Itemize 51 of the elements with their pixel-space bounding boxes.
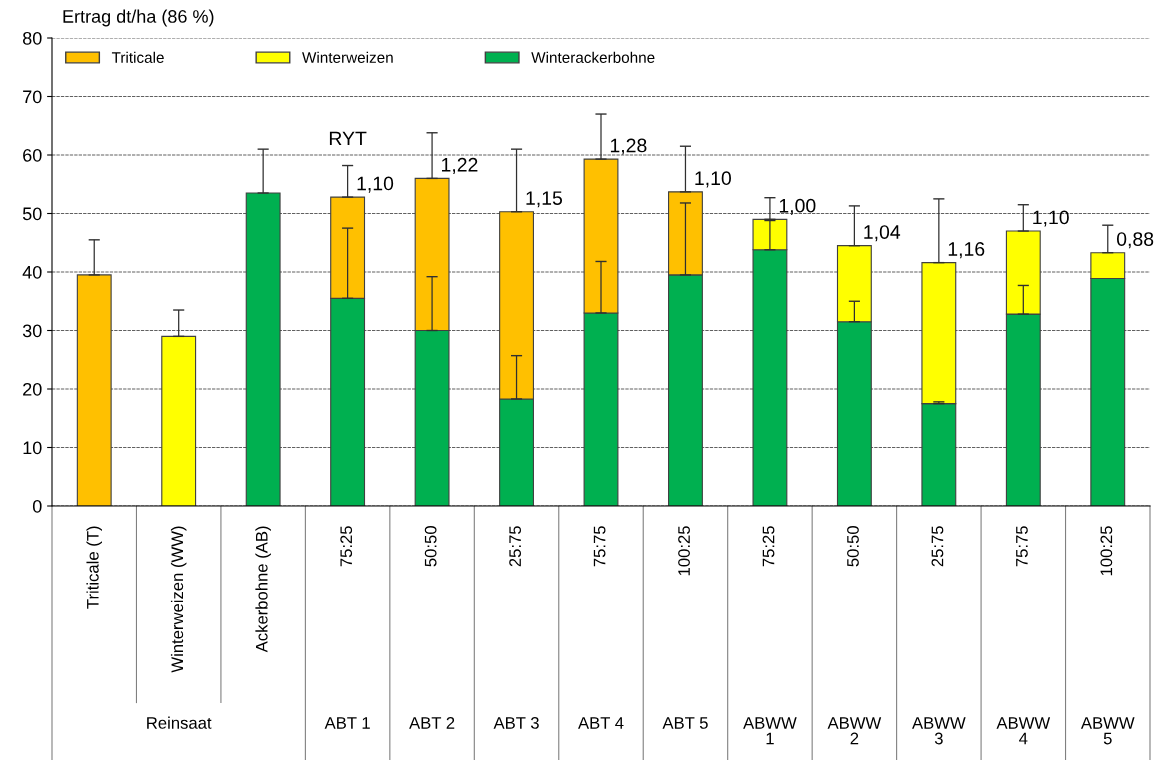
x-tick-label: 75:75 (593, 526, 606, 567)
text: Reinsaat (147, 716, 212, 729)
y-tick-label: 20 (23, 382, 42, 396)
annotation: 1,10 (357, 176, 394, 193)
y-tick-label: 50 (22, 207, 42, 221)
x-tick-label: 75:75 (1016, 526, 1028, 567)
x-tick-label: Ackerbohne (AB) (255, 526, 271, 653)
text: ABT 1 (324, 717, 370, 729)
bar (161, 335, 197, 506)
annotation: 1,22 (442, 157, 478, 174)
annotation: 1,10 (695, 171, 731, 188)
y-tick-label: 70 (23, 90, 42, 104)
x-tick-label: 100:25 (678, 526, 690, 576)
x-tick-label: 100:25 (1100, 526, 1113, 576)
text: ABWW 2 (827, 717, 882, 745)
annotation: 1,10 (1033, 210, 1069, 227)
annotation: 1,04 (864, 225, 901, 242)
text: ABT 4 (578, 717, 624, 729)
bar (245, 192, 281, 506)
x-tick-label: 50:50 (847, 526, 859, 567)
text: ABT 2 (409, 717, 455, 729)
x-tick-label: 75:25 (340, 526, 353, 567)
text: ABWW 4 (996, 717, 1051, 745)
y-axis-title: Ertrag dt/ha (86 %) (63, 9, 214, 27)
legend-label: Triticale (111, 51, 164, 63)
y-tick-label: 80 (22, 31, 42, 45)
x-tick-label: 50:50 (424, 526, 437, 567)
x-tick-label: Triticale (T) (86, 526, 102, 609)
text: ABT 3 (493, 717, 539, 729)
y-tick-label: 10 (23, 441, 42, 455)
x-tick-label: Winterweizen (WW) (170, 526, 187, 673)
annotation: 1,28 (610, 138, 647, 155)
annotation: 1,16 (948, 242, 985, 259)
y-tick-label: 30 (22, 324, 42, 338)
text: ABWW 3 (912, 717, 966, 745)
annotation: 0,88 (1116, 232, 1154, 249)
text: ABWW 5 (1080, 717, 1135, 745)
y-tick-label: 60 (23, 148, 42, 162)
annotation: 1,15 (526, 191, 563, 208)
legend-label: Winterackerbohne (531, 51, 655, 63)
x-tick-label: 75:25 (762, 526, 775, 567)
x-tick-label: 25:75 (931, 526, 944, 567)
text: ABT 5 (662, 717, 708, 729)
text: ABWW 1 (743, 717, 797, 745)
annotation: 1,00 (779, 198, 816, 215)
legend-label: Winterweizen (302, 51, 393, 63)
x-tick-label: 25:75 (509, 526, 522, 567)
bar (76, 274, 112, 506)
annotation: RYT (329, 131, 367, 146)
y-tick-label: 40 (22, 265, 42, 279)
y-tick-label: 0 (32, 499, 42, 513)
